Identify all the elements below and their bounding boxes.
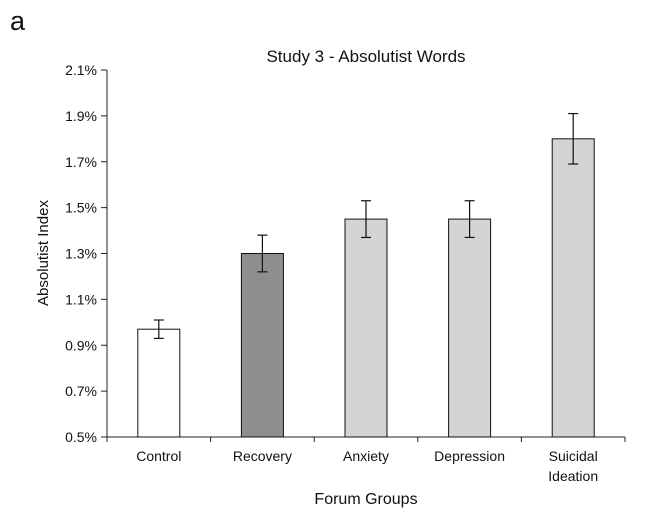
y-tick-label: 1.9% xyxy=(65,108,97,124)
y-tick-label: 0.7% xyxy=(65,383,97,399)
chart-title: Study 3 - Absolutist Words xyxy=(266,47,465,66)
panel-label: a xyxy=(10,6,26,36)
y-tick-label: 1.3% xyxy=(65,246,97,262)
y-tick-label: 1.7% xyxy=(65,154,97,170)
bar xyxy=(551,138,595,438)
x-tick-label: Anxiety xyxy=(343,448,389,464)
y-tick-label: 2.1% xyxy=(65,62,97,78)
y-axis: 0.5% 0.7% 0.9% 1.1% 1.3% 1.5% 1.7% 1.9% 2.1% xyxy=(65,62,108,445)
x-tick-label: Depression xyxy=(434,448,505,464)
bar xyxy=(344,218,388,438)
x-tick-label: Control xyxy=(136,448,181,464)
bar xyxy=(137,328,181,438)
x-tick-label: Suicidal Ideation xyxy=(548,448,598,484)
bar xyxy=(448,218,492,438)
bars xyxy=(137,138,595,438)
y-tick-label: 1.1% xyxy=(65,291,97,307)
x-axis-label: Forum Groups xyxy=(314,491,417,508)
error-bars xyxy=(153,112,579,339)
y-tick-label: 1.5% xyxy=(65,200,97,216)
x-axis: Control Recovery Anxiety Depression Suicidal… xyxy=(106,436,626,484)
y-axis-label: Absolutist Index xyxy=(35,200,52,306)
x-tick-label: Recovery xyxy=(233,448,292,464)
y-tick-label: 0.5% xyxy=(65,429,97,445)
bar xyxy=(240,253,284,438)
y-tick-label: 0.9% xyxy=(65,337,97,353)
